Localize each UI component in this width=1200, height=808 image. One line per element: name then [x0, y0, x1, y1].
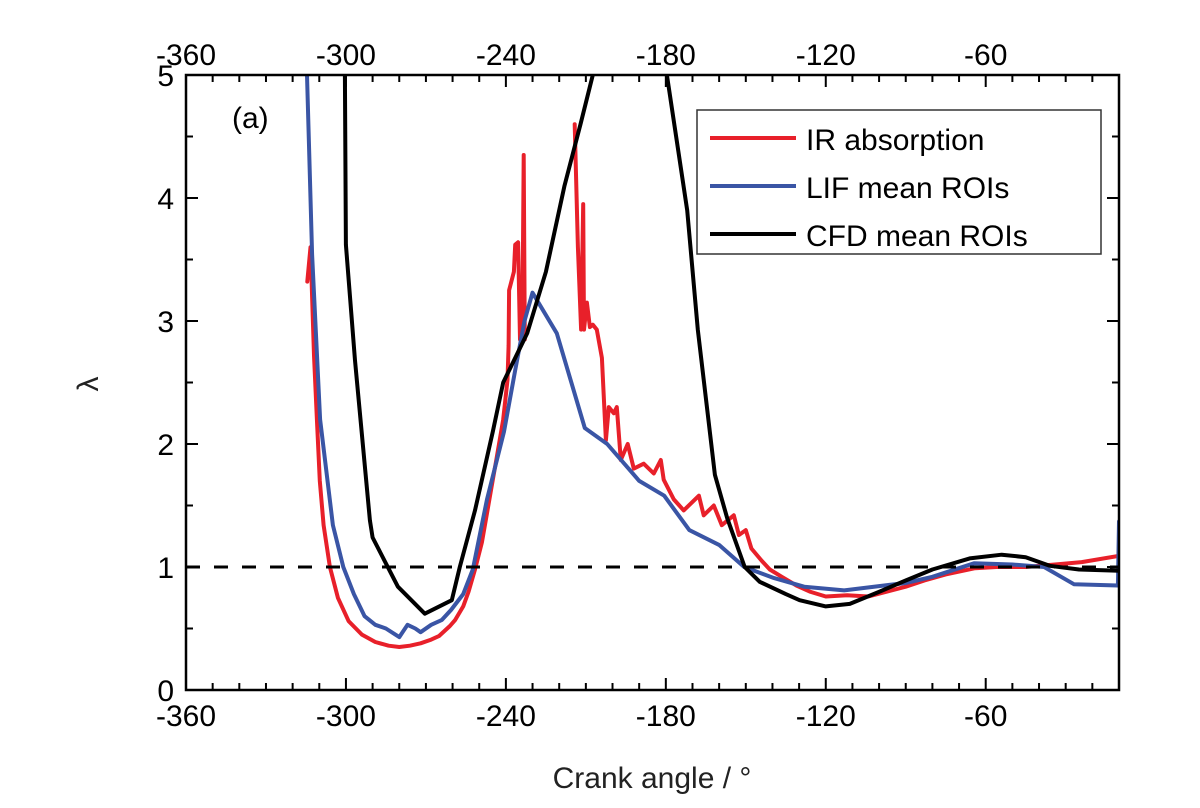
- x-top-tick-label: -60: [964, 39, 1007, 72]
- y-tick-label: 0: [157, 675, 174, 708]
- y-axis-title: λ: [72, 377, 105, 392]
- legend-label-lif-mean-rois: LIF mean ROIs: [806, 172, 1009, 205]
- legend-label-ir-absorption: IR absorption: [806, 124, 984, 157]
- y-tick-label: 3: [157, 306, 174, 339]
- x-tick-label: -300: [316, 700, 376, 733]
- x-tick-label: -120: [796, 700, 856, 733]
- x-top-tick-label: -240: [476, 39, 536, 72]
- x-tick-label: -360: [156, 700, 216, 733]
- x-top-tick-label: -120: [796, 39, 856, 72]
- series-line-lif-mean-rois-segment-0: [305, 75, 1119, 640]
- series-line-ir-absorption-segment-1: [572, 122, 1119, 599]
- x-top-tick-label: -360: [156, 39, 216, 72]
- y-tick-label: 4: [157, 183, 174, 216]
- y-tick-label: 2: [157, 429, 174, 462]
- series-cfd-mean-rois: [342, 75, 1119, 616]
- legend-label-cfd-mean-rois: CFD mean ROIs: [806, 220, 1028, 253]
- x-axis-title: Crank angle / °: [553, 762, 752, 795]
- legend-box: [696, 109, 1102, 255]
- series-lif-mean-rois: [305, 75, 1119, 640]
- tick-labels: -360 -360 -300 -300 -240 -240 -180 -180 -120 -120…: [156, 39, 1007, 733]
- axes: [184, 73, 1121, 692]
- series-line-cfd-mean-rois-segment-1: [664, 75, 1119, 609]
- y-tick-label: 5: [157, 60, 174, 93]
- panel-label: (a): [232, 102, 269, 135]
- x-top-tick-label: -300: [316, 39, 376, 72]
- series-layer: [305, 75, 1119, 649]
- x-tick-label: -240: [476, 700, 536, 733]
- series-line-ir-absorption-segment-0: [305, 153, 527, 649]
- legend: IR absorption LIF mean ROIs CFD mean ROI…: [696, 109, 1102, 255]
- x-tick-label: -180: [636, 700, 696, 733]
- series-line-cfd-mean-rois-segment-0: [342, 75, 595, 616]
- y-tick-label: 1: [157, 552, 174, 585]
- x-top-tick-label: -180: [636, 39, 696, 72]
- x-tick-label: -60: [964, 700, 1007, 733]
